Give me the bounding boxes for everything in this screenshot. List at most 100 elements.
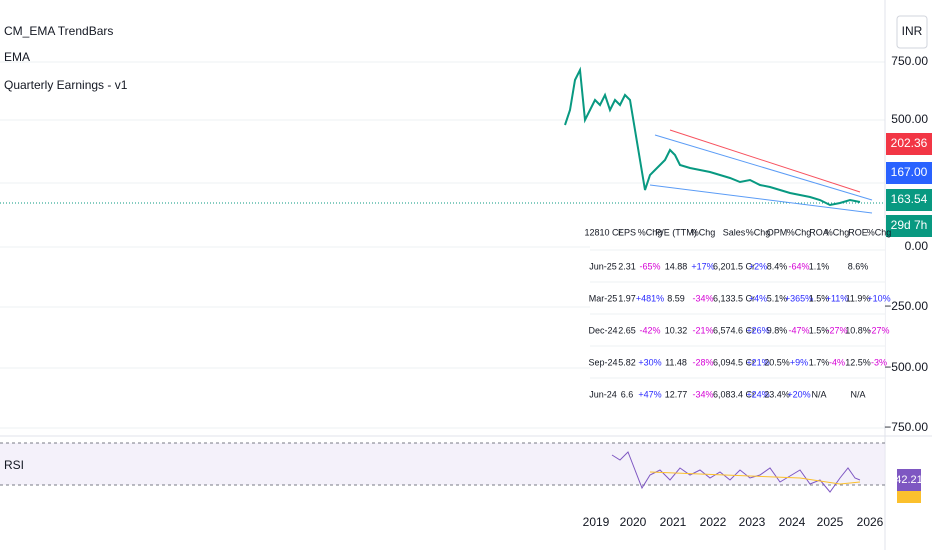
price-tag-text: 29d 7h: [891, 218, 928, 232]
table-cell: Jun-25: [589, 261, 617, 271]
table-header: %Chg: [867, 227, 892, 237]
table-cell: 6,133.5 Cr: [713, 293, 755, 303]
table-cell: Jun-24: [589, 389, 617, 399]
table-cell: Sep-24: [588, 357, 617, 367]
table-cell: N/A: [850, 389, 865, 399]
table-cell: +9%: [790, 357, 808, 367]
table-cell: N/A: [811, 389, 826, 399]
time-label: 2024: [779, 515, 806, 529]
earnings-table: [590, 218, 885, 423]
table-cell: +47%: [638, 389, 661, 399]
rsi-ma: [649, 471, 861, 485]
price-tag: [886, 189, 932, 211]
table-header: %Chg: [746, 227, 771, 237]
table-cell: Mar-25: [589, 293, 618, 303]
time-label: 2021: [660, 515, 687, 529]
table-cell: +20%: [787, 389, 810, 399]
ema-line: [669, 129, 861, 193]
table-cell: -42%: [639, 325, 660, 335]
indicator-legend: CM_EMA TrendBars: [4, 24, 113, 38]
table-cell: 5.82: [618, 357, 636, 367]
table-cell: 1.97: [618, 293, 636, 303]
rsi-label: RSI: [4, 458, 24, 472]
table-cell: +21%: [746, 357, 769, 367]
table-header: OPM: [767, 227, 788, 237]
table-cell: 12.77: [665, 389, 688, 399]
currency-button[interactable]: [896, 15, 928, 49]
time-label: 2019: [583, 515, 610, 529]
table-cell: 1.5%: [809, 293, 830, 303]
table-cell: 6.6: [621, 389, 634, 399]
table-header: 12810 Cr: [584, 227, 621, 237]
table-cell: +10%: [867, 293, 890, 303]
table-cell: 5.1%: [767, 293, 788, 303]
price-candles: [564, 66, 861, 207]
table-cell: -21%: [692, 325, 713, 335]
table-cell: +30%: [638, 357, 661, 367]
rsi-tag: [897, 469, 921, 491]
table-cell: +481%: [636, 293, 664, 303]
table-cell: 14.88: [665, 261, 688, 271]
channel-bottom: [649, 184, 873, 214]
table-cell: 1.1%: [809, 261, 830, 271]
rsi-tag-text: 42.21: [895, 474, 923, 486]
table-header: %Chg: [691, 227, 716, 237]
currency-label: INR: [902, 24, 923, 38]
table-cell: +2%: [749, 261, 767, 271]
table-cell: 8.6%: [848, 261, 869, 271]
rsi-band: [0, 443, 885, 485]
table-header: ROA: [809, 227, 829, 237]
table-header: %Chg: [638, 227, 663, 237]
table-cell: 12.5%: [845, 357, 871, 367]
price-tag-text: 202.36: [891, 136, 928, 150]
table-cell: 10.8%: [845, 325, 871, 335]
table-cell: +26%: [746, 325, 769, 335]
table-cell: 11.9%: [846, 293, 871, 303]
table-cell: 2.31: [618, 261, 636, 271]
table-cell: 6,201.5 Cr: [713, 261, 755, 271]
table-cell: +365%: [785, 293, 813, 303]
table-cell: 9.8%: [767, 325, 788, 335]
table-cell: 23.4%: [764, 389, 790, 399]
price-label: 500.00: [891, 112, 928, 126]
table-header: EPS: [618, 227, 636, 237]
indicator-legend: Quarterly Earnings - v1: [4, 78, 128, 92]
time-label: 2026: [857, 515, 884, 529]
table-cell: 8.59: [667, 293, 685, 303]
table-header: Sales: [723, 227, 746, 237]
price-tag: [886, 215, 932, 237]
channel-top: [654, 134, 873, 201]
price-tag: [886, 133, 932, 155]
table-cell: +11%: [826, 293, 849, 303]
table-cell: -34%: [692, 293, 713, 303]
table-header: ROE: [848, 227, 868, 237]
table-cell: 20.5%: [764, 357, 790, 367]
table-cell: -47%: [788, 325, 809, 335]
table-cell: 1.5%: [809, 325, 830, 335]
table-header: %Chg: [825, 227, 850, 237]
time-label: 2022: [700, 515, 727, 529]
indicator-legend: EMA: [4, 50, 30, 64]
table-cell: -64%: [788, 261, 809, 271]
table-header: P/E (TTM): [655, 227, 697, 237]
time-label: 2023: [739, 515, 766, 529]
table-cell: 11.48: [665, 357, 687, 367]
table-cell: -65%: [639, 261, 660, 271]
price-tag-text: 167.00: [891, 165, 928, 179]
table-cell: 6,083.4 Cr: [713, 389, 755, 399]
price-label: 0.00: [905, 239, 929, 253]
price-label: 750.00: [891, 54, 928, 68]
table-cell: 6,574.6 Cr: [713, 325, 755, 335]
table-cell: 2.65: [618, 325, 636, 335]
table-cell: +24%: [746, 389, 769, 399]
price-label: −750.00: [884, 420, 928, 434]
time-label: 2020: [620, 515, 647, 529]
table-cell: +17%: [691, 261, 714, 271]
table-cell: 8.4%: [767, 261, 788, 271]
price-tag-text: 163.54: [891, 192, 928, 206]
rsi-ma-tag: [897, 491, 921, 503]
table-cell: -4%: [829, 357, 845, 367]
table-cell: -28%: [692, 357, 713, 367]
table-cell: 10.32: [665, 325, 688, 335]
